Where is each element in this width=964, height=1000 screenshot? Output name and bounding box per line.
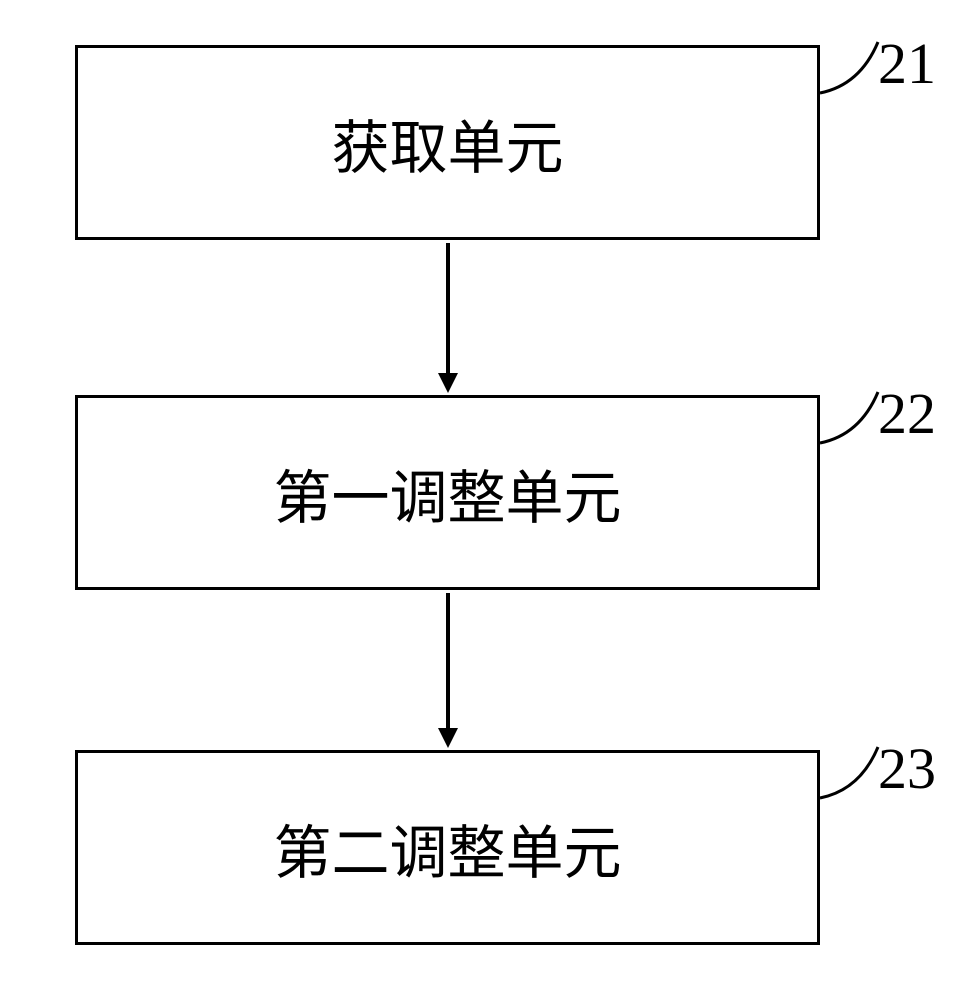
arrow-connector-icon (446, 593, 450, 728)
flowchart-container: 获取单元 第一调整单元 第二调整单元 21 22 23 (70, 30, 930, 970)
arrow-head-icon (438, 728, 458, 748)
arrow-head-icon (438, 373, 458, 393)
leader-line-icon (70, 30, 964, 980)
arrow-connector-icon (446, 243, 450, 373)
